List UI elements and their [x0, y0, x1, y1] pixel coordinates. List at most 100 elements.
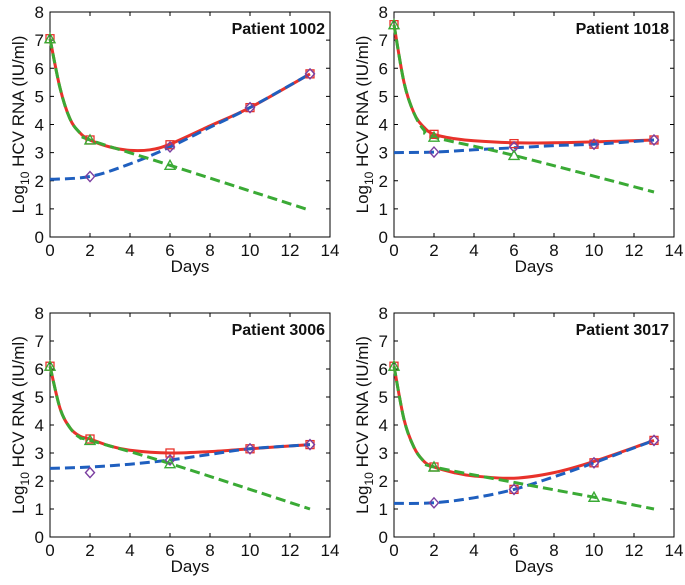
x-tick-label: 14 — [321, 241, 340, 260]
data-point-triangle — [507, 148, 521, 161]
x-tick-label: 12 — [281, 541, 300, 560]
y-tick-label: 2 — [379, 172, 388, 191]
x-tick-label: 10 — [585, 541, 604, 560]
y-tick-label: 2 — [35, 172, 44, 191]
data-point-triangle — [587, 490, 601, 502]
y-tick-label: 4 — [379, 416, 388, 435]
data-point-diamond — [508, 140, 520, 154]
data-point-diamond — [428, 496, 440, 509]
x-tick-label: 10 — [585, 241, 604, 260]
x-tick-label: 8 — [549, 541, 558, 560]
y-tick-label: 2 — [379, 472, 388, 491]
x-axis-label: Days — [515, 257, 554, 276]
y-tick-label: 5 — [35, 87, 44, 106]
panel-title: Patient 3017 — [576, 322, 669, 339]
data-point-diamond — [164, 140, 176, 154]
y-tick-label: 6 — [379, 59, 388, 78]
plot-frame — [49, 312, 331, 538]
x-tick-label: 2 — [429, 241, 438, 260]
x-tick-label: 4 — [469, 241, 478, 260]
data-point-triangle — [387, 18, 401, 30]
y-tick-label: 7 — [379, 31, 388, 50]
y-tick-label: 0 — [35, 228, 44, 247]
data-point-diamond — [648, 434, 660, 447]
y-tick-label: 0 — [379, 528, 388, 547]
x-tick-label: 4 — [125, 241, 134, 260]
data-point-triangle — [43, 32, 57, 44]
y-tick-label: 1 — [379, 200, 388, 219]
y-tick-label: 0 — [379, 228, 388, 247]
series-line-declining — [392, 365, 655, 511]
data-point-diamond — [84, 466, 96, 479]
data-point-triangle — [427, 460, 441, 472]
y-tick-label: 1 — [35, 200, 44, 219]
y-tick-label: 8 — [379, 304, 388, 323]
series-line-combined — [392, 365, 655, 480]
series-line-combined — [48, 38, 311, 153]
x-tick-label: 10 — [241, 541, 260, 560]
x-tick-label: 6 — [165, 241, 174, 260]
x-tick-label: 0 — [45, 541, 54, 560]
data-point-triangle — [387, 359, 401, 371]
y-tick-label: 8 — [35, 304, 44, 323]
y-axis-label: Log10 HCV RNA (IU/ml) — [9, 336, 32, 514]
series-line-combined — [48, 365, 311, 455]
y-tick-label: 7 — [379, 332, 388, 351]
panel-title: Patient 1002 — [232, 21, 325, 38]
data-point-square — [509, 138, 519, 149]
y-tick-label: 4 — [35, 116, 44, 135]
x-tick-label: 2 — [429, 541, 438, 560]
x-tick-label: 2 — [85, 541, 94, 560]
x-tick-label: 14 — [665, 241, 684, 260]
y-tick-label: 7 — [35, 332, 44, 351]
x-tick-label: 4 — [469, 541, 478, 560]
data-point-triangle — [43, 359, 57, 371]
series-line-declining — [48, 365, 311, 511]
y-tick-label: 7 — [35, 31, 44, 50]
y-tick-label: 3 — [379, 144, 388, 163]
x-tick-label: 0 — [45, 241, 54, 260]
y-tick-label: 3 — [35, 144, 44, 163]
y-tick-label: 3 — [35, 444, 44, 463]
data-point-triangle — [427, 130, 441, 142]
y-tick-label: 5 — [35, 388, 44, 407]
y-axis-label: Log10 HCV RNA (IU/ml) — [353, 336, 376, 514]
x-tick-label: 12 — [625, 241, 644, 260]
y-tick-label: 5 — [379, 87, 388, 106]
y-axis-label: Log10 HCV RNA (IU/ml) — [353, 36, 376, 214]
y-tick-label: 3 — [379, 444, 388, 463]
data-point-triangle — [163, 457, 177, 469]
x-tick-label: 6 — [509, 541, 518, 560]
y-tick-label: 4 — [35, 416, 44, 435]
y-tick-label: 0 — [35, 528, 44, 547]
x-tick-label: 8 — [205, 241, 214, 260]
data-point-square — [429, 129, 439, 139]
x-tick-label: 6 — [165, 541, 174, 560]
data-point-diamond — [304, 438, 316, 451]
y-tick-label: 2 — [35, 472, 44, 491]
data-point-triangle — [163, 158, 177, 170]
data-point-diamond — [428, 146, 440, 159]
series-line-rising — [393, 438, 655, 505]
y-tick-label: 6 — [35, 360, 44, 379]
x-tick-label: 0 — [389, 541, 398, 560]
data-point-diamond — [244, 442, 256, 455]
data-point-diamond — [588, 138, 600, 151]
series-line-rising — [49, 72, 311, 181]
data-point-diamond — [84, 170, 96, 183]
x-tick-label: 8 — [205, 541, 214, 560]
x-tick-label: 14 — [665, 541, 684, 560]
y-tick-label: 8 — [35, 3, 44, 22]
y-tick-label: 8 — [379, 3, 388, 22]
series-line-combined — [392, 24, 655, 145]
plot-frame — [393, 11, 675, 238]
x-tick-label: 0 — [389, 241, 398, 260]
x-axis-label: Days — [515, 557, 554, 576]
y-tick-label: 4 — [379, 116, 388, 135]
x-tick-label: 12 — [281, 241, 300, 260]
